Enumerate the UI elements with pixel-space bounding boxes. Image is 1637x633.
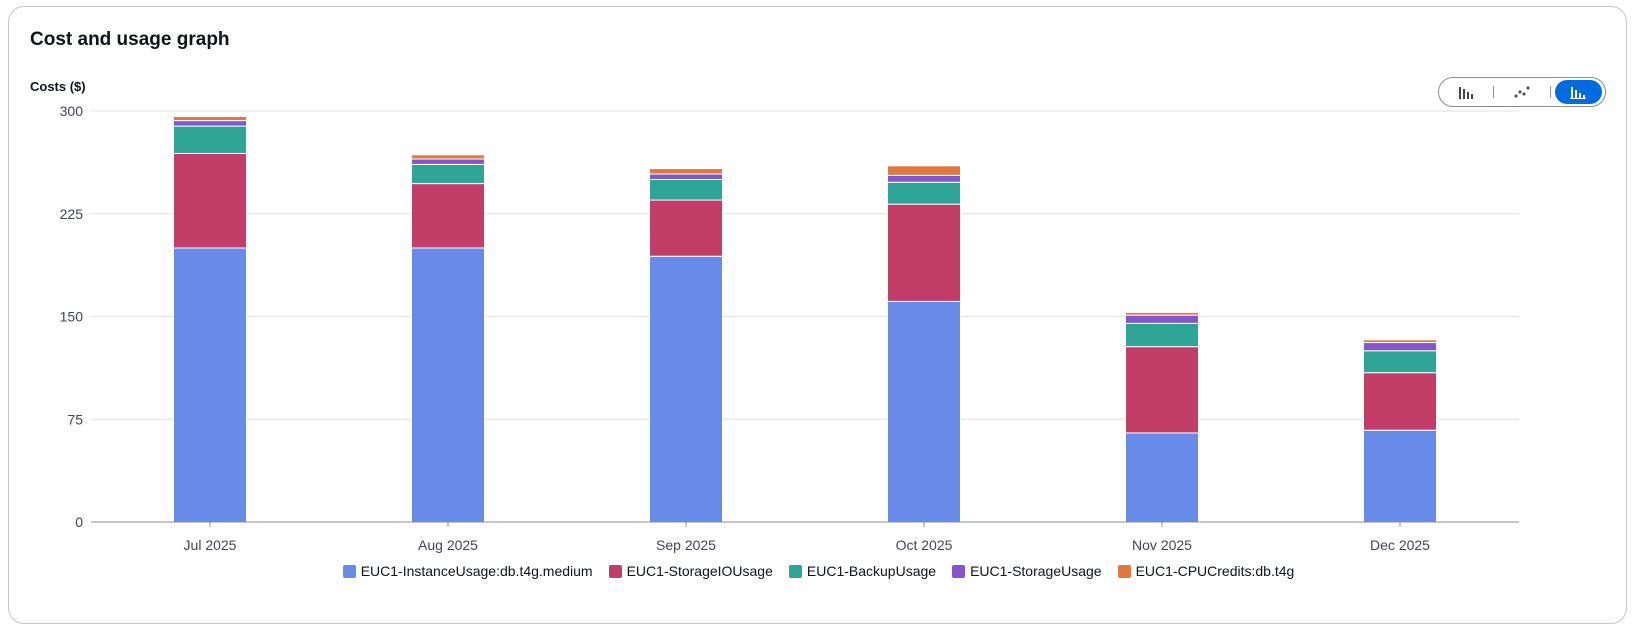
bar-segment[interactable] (1125, 432, 1199, 523)
bar-segment[interactable] (1363, 350, 1437, 374)
bar-segment[interactable] (1363, 429, 1437, 523)
legend-item[interactable]: EUC1-InstanceUsage:db.t4g.medium (342, 563, 593, 579)
bar-segment[interactable] (649, 255, 723, 523)
toggle-separator (1493, 86, 1495, 98)
bar-segment[interactable] (173, 120, 247, 127)
x-tick-label: Jul 2025 (184, 537, 237, 553)
x-tick-label: Sep 2025 (656, 537, 716, 553)
bar-segment[interactable] (1125, 314, 1199, 324)
legend-label: EUC1-StorageUsage (970, 563, 1102, 579)
bar-segment[interactable] (649, 179, 723, 201)
chart-legend: EUC1-InstanceUsage:db.t4g.medium EUC1-Sto… (9, 563, 1628, 579)
legend-item[interactable]: EUC1-StorageUsage (952, 563, 1102, 579)
stacked-bar-chart-toggle[interactable] (1554, 80, 1602, 104)
legend-swatch (608, 564, 622, 578)
y-axis-title: Costs ($) (30, 79, 86, 94)
bar-segment[interactable] (887, 203, 961, 302)
bars (173, 115, 1437, 523)
bar-segment[interactable] (887, 165, 961, 176)
x-tick-label: Nov 2025 (1132, 537, 1192, 553)
bar-segment[interactable] (887, 300, 961, 523)
legend-item[interactable]: EUC1-StorageIOUsage (608, 563, 773, 579)
legend-label: EUC1-StorageIOUsage (626, 563, 773, 579)
legend-label: EUC1-InstanceUsage:db.t4g.medium (360, 563, 593, 579)
bar-segment[interactable] (649, 168, 723, 175)
legend-label: EUC1-BackupUsage (806, 563, 937, 579)
bar-segment[interactable] (887, 181, 961, 205)
y-tick-label: 300 (60, 103, 84, 119)
x-tick-label: Dec 2025 (1370, 537, 1430, 553)
axes: 0 75 150 225 300 Jul 2025 Aug 2025 Sep 2025 Oct … (60, 103, 1519, 553)
bar-segment[interactable] (173, 115, 247, 122)
bar-segment[interactable] (1363, 342, 1437, 352)
bar-segment[interactable] (649, 199, 723, 257)
x-tick-label: Oct 2025 (896, 537, 953, 553)
chart-type-toggle (1438, 77, 1606, 107)
y-tick-label: 0 (75, 514, 83, 530)
legend-item[interactable]: EUC1-CPUCredits:db.t4g (1117, 563, 1295, 579)
y-tick-label: 225 (60, 206, 84, 222)
bar-chart-toggle[interactable] (1442, 80, 1489, 104)
bar-segment[interactable] (411, 163, 485, 185)
bar-segment[interactable] (411, 154, 485, 160)
bar-segment[interactable] (887, 174, 961, 183)
bar-segment[interactable] (411, 247, 485, 523)
bar-segment[interactable] (649, 173, 723, 181)
legend-swatch (342, 564, 356, 578)
bar-segment[interactable] (411, 183, 485, 249)
bar-segment[interactable] (173, 247, 247, 523)
bar-segment[interactable] (411, 158, 485, 165)
stacked-bar-chart: 0 75 150 225 300 Jul 2025 Aug 2025 Sep 2025 Oct … (60, 103, 1519, 553)
bar-segment[interactable] (1125, 346, 1199, 434)
bar-segment[interactable] (1363, 339, 1437, 344)
x-tick-label: Aug 2025 (418, 537, 478, 553)
bar-segment[interactable] (1125, 322, 1199, 348)
bar-segment[interactable] (1125, 311, 1199, 316)
bar-segment[interactable] (173, 125, 247, 154)
legend-item[interactable]: EUC1-BackupUsage (788, 563, 937, 579)
toggle-separator (1549, 86, 1551, 98)
gridlines (91, 110, 1519, 420)
legend-label: EUC1-CPUCredits:db.t4g (1135, 563, 1295, 579)
y-tick-label: 150 (60, 309, 84, 325)
bar-segment[interactable] (173, 152, 247, 249)
legend-swatch (1117, 564, 1131, 578)
legend-swatch (952, 564, 966, 578)
cost-usage-card: Cost and usage graph Costs ($) (8, 6, 1627, 624)
line-chart-toggle[interactable] (1498, 80, 1545, 104)
y-tick-label: 75 (67, 411, 83, 427)
bar-segment[interactable] (1363, 372, 1437, 431)
line-chart-icon (1514, 86, 1530, 98)
legend-swatch (788, 564, 802, 578)
stacked-bar-chart-icon (1570, 87, 1587, 99)
bar-chart-icon (1458, 87, 1473, 99)
card-title: Cost and usage graph (30, 29, 230, 50)
